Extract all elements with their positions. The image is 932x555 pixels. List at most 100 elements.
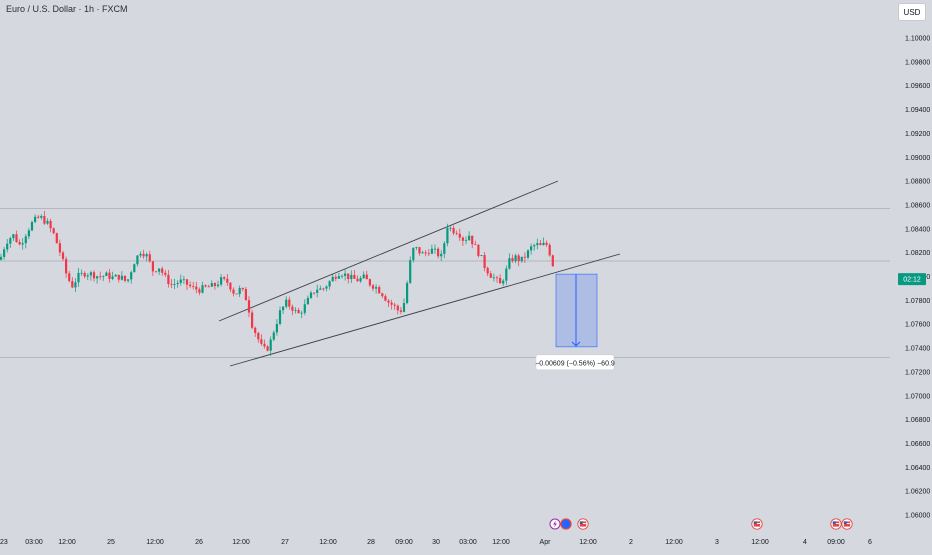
candle-body <box>92 272 96 279</box>
candle-body <box>536 243 539 246</box>
time-tick-label: 03:00 <box>459 539 477 546</box>
candle-body <box>6 243 9 250</box>
candle <box>220 273 223 287</box>
candle-body <box>424 252 427 254</box>
candle <box>306 295 309 305</box>
candle <box>204 284 207 288</box>
candle <box>455 230 458 236</box>
candle-body <box>18 242 21 245</box>
candle-body <box>68 273 71 282</box>
candle <box>294 307 297 314</box>
candle <box>303 299 306 316</box>
candle-body <box>455 233 458 235</box>
candle-body <box>77 272 80 283</box>
us-flag-icon[interactable] <box>830 518 842 530</box>
candle-body <box>325 286 328 289</box>
price-tick-label: 1.08400 <box>905 226 930 233</box>
candle-body <box>30 222 34 231</box>
candle <box>337 272 340 280</box>
candle-body <box>449 227 452 229</box>
candle-body <box>80 272 83 274</box>
flag-white-stripe <box>832 523 840 524</box>
candle-body <box>12 234 15 239</box>
candle-body <box>530 246 533 251</box>
candle <box>71 277 74 289</box>
time-tick-label: 09:00 <box>395 539 413 546</box>
candle <box>443 241 446 259</box>
candle <box>170 279 173 288</box>
candle-body <box>322 288 325 290</box>
candle-body <box>278 310 282 324</box>
candle-body <box>486 267 489 274</box>
candle <box>151 260 154 277</box>
candle-body <box>120 275 123 280</box>
us-flag-icon[interactable] <box>751 518 763 530</box>
candle-body <box>96 276 99 279</box>
price-tick-label: 1.09000 <box>905 155 930 162</box>
candle-body <box>179 279 182 283</box>
candle <box>427 249 430 257</box>
candle-body <box>269 339 272 351</box>
candle <box>406 280 409 305</box>
flag-canton <box>579 521 583 524</box>
candle <box>514 253 517 264</box>
price-tick-label: 1.06800 <box>905 417 930 424</box>
us-flag-icon[interactable] <box>577 518 589 530</box>
currency-button[interactable]: USD <box>898 3 926 21</box>
price-tick-label: 1.07400 <box>905 346 930 353</box>
candle-body <box>300 312 303 314</box>
candle-body <box>108 272 111 279</box>
candle-body <box>232 289 235 294</box>
candle-body <box>254 327 257 333</box>
candle-body <box>158 268 161 272</box>
candle <box>334 274 337 282</box>
candle <box>158 268 161 275</box>
horizontal-levels <box>0 208 890 358</box>
lightning-icon[interactable] <box>549 518 561 530</box>
candle <box>300 310 303 319</box>
candle <box>272 330 275 342</box>
candle-body <box>154 271 158 273</box>
candle <box>127 279 130 283</box>
candle <box>161 266 164 276</box>
candle-body <box>114 274 117 277</box>
candle-body <box>331 276 334 282</box>
candle <box>390 299 393 310</box>
candle <box>182 275 185 284</box>
candle-body <box>502 280 505 284</box>
candle-body <box>260 339 263 344</box>
candle-body <box>492 277 495 279</box>
price-tick-label: 1.07200 <box>905 369 930 376</box>
current-price-tag-bg <box>898 273 926 286</box>
candle-body <box>344 273 347 276</box>
economic-event-icon[interactable] <box>560 518 572 530</box>
candle-body <box>381 293 384 297</box>
flag-white-stripe <box>579 523 587 524</box>
candle-body <box>170 283 173 285</box>
candle <box>179 274 182 286</box>
us-flag-icon[interactable] <box>841 518 853 530</box>
candle <box>105 271 108 277</box>
price-tick-label: 1.08200 <box>905 250 930 257</box>
time-tick-label: 23 <box>0 539 8 546</box>
candle-body <box>533 245 536 247</box>
candle-body <box>182 279 185 281</box>
candle-body <box>86 275 89 277</box>
candle <box>192 281 195 290</box>
candle-body <box>499 278 502 284</box>
candle-body <box>523 256 526 258</box>
candle <box>489 270 492 278</box>
candle-body <box>148 254 151 262</box>
candle <box>415 246 418 251</box>
time-tick-label: 3 <box>715 539 719 546</box>
candle <box>536 238 539 250</box>
candle-body <box>440 253 443 257</box>
candle <box>548 242 551 257</box>
candle-body <box>430 248 433 254</box>
candle-body <box>99 276 102 278</box>
candle-body <box>235 293 238 295</box>
candle <box>247 296 251 318</box>
candle <box>461 236 464 246</box>
